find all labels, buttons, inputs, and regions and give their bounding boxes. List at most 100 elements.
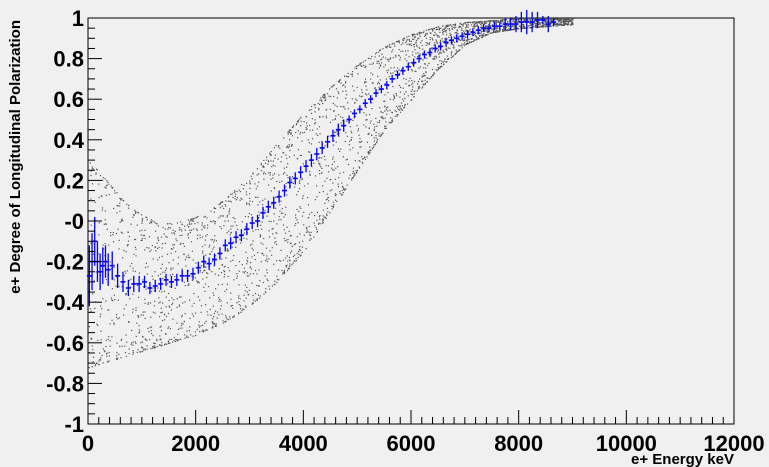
scatter-point: [105, 279, 107, 281]
scatter-point: [116, 212, 118, 214]
scatter-point: [545, 22, 547, 24]
scatter-point: [141, 239, 143, 241]
scatter-point: [449, 47, 451, 49]
scatter-point: [299, 154, 301, 157]
scatter-point: [373, 144, 375, 146]
scatter-point: [342, 185, 344, 187]
scatter-point: [310, 109, 312, 111]
scatter-point: [416, 90, 418, 92]
scatter-point: [339, 79, 341, 81]
scatter-point: [189, 317, 191, 319]
scatter-point: [263, 166, 265, 168]
scatter-point: [341, 194, 343, 196]
scatter-point: [249, 266, 251, 268]
scatter-point: [227, 250, 230, 252]
scatter-point: [334, 199, 337, 201]
scatter-point: [450, 34, 452, 36]
scatter-point: [295, 217, 297, 219]
scatter-point: [303, 185, 306, 187]
scatter-point: [254, 269, 257, 272]
scatter-point: [202, 329, 204, 331]
scatter-point: [436, 57, 438, 59]
scatter-point: [421, 76, 423, 78]
scatter-point: [250, 262, 252, 264]
scatter-point: [558, 20, 560, 23]
scatter-point: [410, 90, 412, 92]
scatter-point: [423, 63, 426, 65]
scatter-point: [104, 351, 106, 353]
scatter-point: [287, 131, 289, 133]
y-tick-label: 0.2: [53, 168, 84, 193]
scatter-point: [364, 156, 366, 158]
scatter-point: [380, 135, 382, 137]
scatter-point: [364, 78, 367, 80]
scatter-point: [322, 222, 324, 224]
scatter-point: [435, 69, 437, 71]
scatter-point: [347, 108, 349, 110]
scatter-point: [460, 25, 462, 28]
scatter-point: [403, 77, 405, 80]
scatter-point: [240, 197, 242, 199]
scatter-point: [422, 83, 424, 85]
scatter-point: [438, 27, 441, 29]
scatter-point: [361, 158, 364, 160]
scatter-point: [357, 152, 359, 154]
scatter-point: [455, 52, 457, 54]
scatter-point: [364, 81, 366, 83]
scatter-point: [207, 273, 209, 275]
scatter-point: [403, 100, 405, 102]
scatter-point: [325, 117, 328, 119]
scatter-point: [467, 24, 469, 26]
x-tick-label: 8000: [494, 431, 543, 456]
scatter-point: [465, 36, 467, 39]
scatter-point: [368, 153, 370, 155]
scatter-point: [261, 228, 263, 230]
scatter-point: [417, 55, 419, 58]
scatter-point: [494, 31, 496, 33]
scatter-point: [375, 117, 377, 119]
scatter-point: [513, 27, 515, 29]
scatter-point: [316, 185, 318, 187]
scatter-point: [323, 95, 325, 97]
scatter-point: [201, 246, 204, 248]
scatter-point: [125, 355, 127, 357]
scatter-point: [324, 202, 326, 204]
scatter-point: [192, 219, 194, 221]
scatter-point: [299, 233, 301, 235]
scatter-point: [134, 238, 137, 240]
scatter-point: [463, 30, 465, 32]
scatter-point: [534, 19, 536, 21]
scatter-point: [196, 234, 199, 236]
scatter-point: [344, 140, 346, 143]
scatter-point: [328, 171, 330, 173]
scatter-point: [211, 271, 213, 273]
scatter-point: [311, 166, 313, 168]
scatter-point: [176, 340, 178, 342]
scatter-point: [243, 184, 245, 186]
scatter-point: [446, 55, 449, 57]
scatter-point: [459, 49, 461, 51]
scatter-point: [92, 293, 94, 295]
x-axis-label: e+ Energy keV: [631, 451, 734, 467]
scatter-point: [141, 238, 143, 240]
scatter-point: [446, 49, 448, 51]
scatter-point: [154, 312, 156, 314]
scatter-point: [261, 252, 263, 254]
scatter-point: [196, 229, 198, 231]
scatter-point: [470, 38, 472, 40]
scatter-point: [184, 285, 186, 287]
scatter-point: [365, 106, 367, 109]
scatter-point: [451, 28, 453, 30]
scatter-point: [325, 115, 327, 117]
scatter-point: [213, 211, 215, 213]
scatter-point: [254, 258, 256, 261]
scatter-point: [412, 82, 414, 84]
scatter-point: [132, 344, 134, 346]
scatter-point: [480, 30, 483, 32]
scatter-point: [496, 31, 498, 33]
scatter-point: [534, 23, 536, 25]
scatter-point: [440, 65, 443, 68]
scatter-point: [340, 148, 342, 150]
scatter-point: [348, 177, 350, 179]
scatter-point: [150, 348, 152, 350]
